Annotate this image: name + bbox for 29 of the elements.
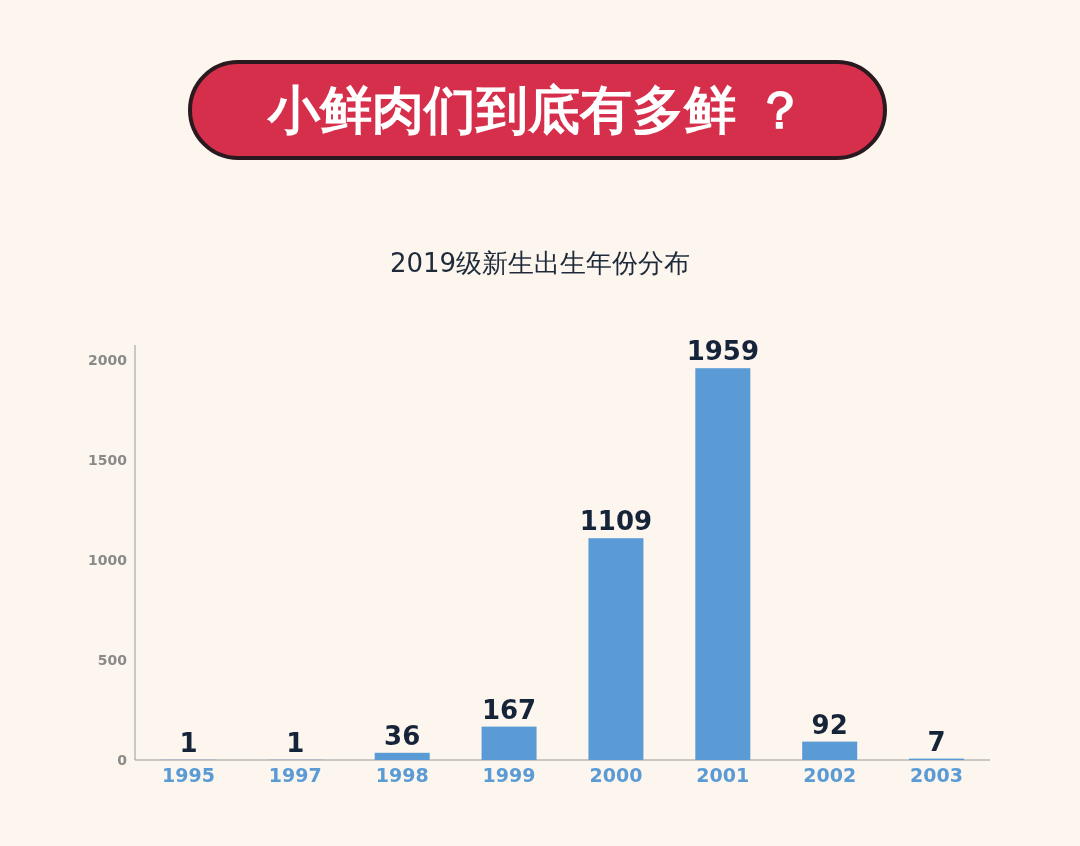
data-label: 1109 — [579, 506, 653, 537]
x-tick-label: 1997 — [268, 764, 322, 786]
bar — [374, 752, 430, 760]
y-tick-label: 500 — [97, 652, 128, 668]
x-tick-label: 1999 — [482, 764, 536, 786]
bar — [588, 538, 644, 760]
x-tick-label: 2002 — [803, 764, 857, 786]
data-label: 1959 — [686, 336, 759, 367]
data-label: 167 — [481, 694, 537, 725]
title-banner: 小鲜肉们到底有多鲜 ？ — [188, 60, 887, 160]
y-tick-label: 2000 — [88, 352, 128, 368]
bar — [802, 741, 858, 760]
y-tick-label: 1500 — [88, 452, 128, 468]
x-tick-label: 1995 — [161, 764, 215, 786]
bar — [695, 368, 751, 760]
data-label: 7 — [927, 726, 946, 757]
y-tick-label: 0 — [117, 752, 128, 768]
chart-subtitle: 2019级新生出生年份分布 — [389, 248, 691, 278]
x-tick-label: 2001 — [696, 764, 750, 786]
data-label: 36 — [384, 720, 421, 751]
data-label: 92 — [811, 709, 848, 740]
y-tick-label: 1000 — [88, 552, 128, 568]
x-tick-label: 1998 — [375, 764, 429, 786]
x-tick-label: 2003 — [910, 764, 964, 786]
x-tick-label: 2000 — [589, 764, 643, 786]
data-label: 1 — [179, 727, 198, 758]
bar — [481, 726, 537, 760]
chart-title: 小鲜肉们到底有多鲜 ？ — [265, 80, 807, 140]
data-label: 1 — [286, 727, 305, 758]
